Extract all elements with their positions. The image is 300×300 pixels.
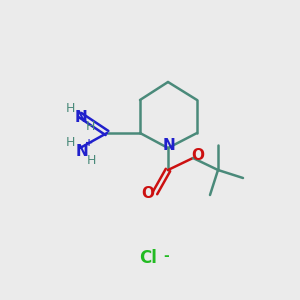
Text: O: O [142, 187, 154, 202]
Text: H: H [65, 103, 75, 116]
Text: +: + [85, 138, 93, 148]
Text: H: H [65, 136, 75, 149]
Text: N: N [163, 137, 176, 152]
Text: N: N [76, 143, 88, 158]
Text: Cl: Cl [139, 249, 157, 267]
Text: -: - [163, 249, 169, 263]
Text: O: O [191, 148, 205, 163]
Text: H: H [86, 154, 96, 167]
Text: N: N [75, 110, 87, 125]
Text: H: H [85, 121, 95, 134]
